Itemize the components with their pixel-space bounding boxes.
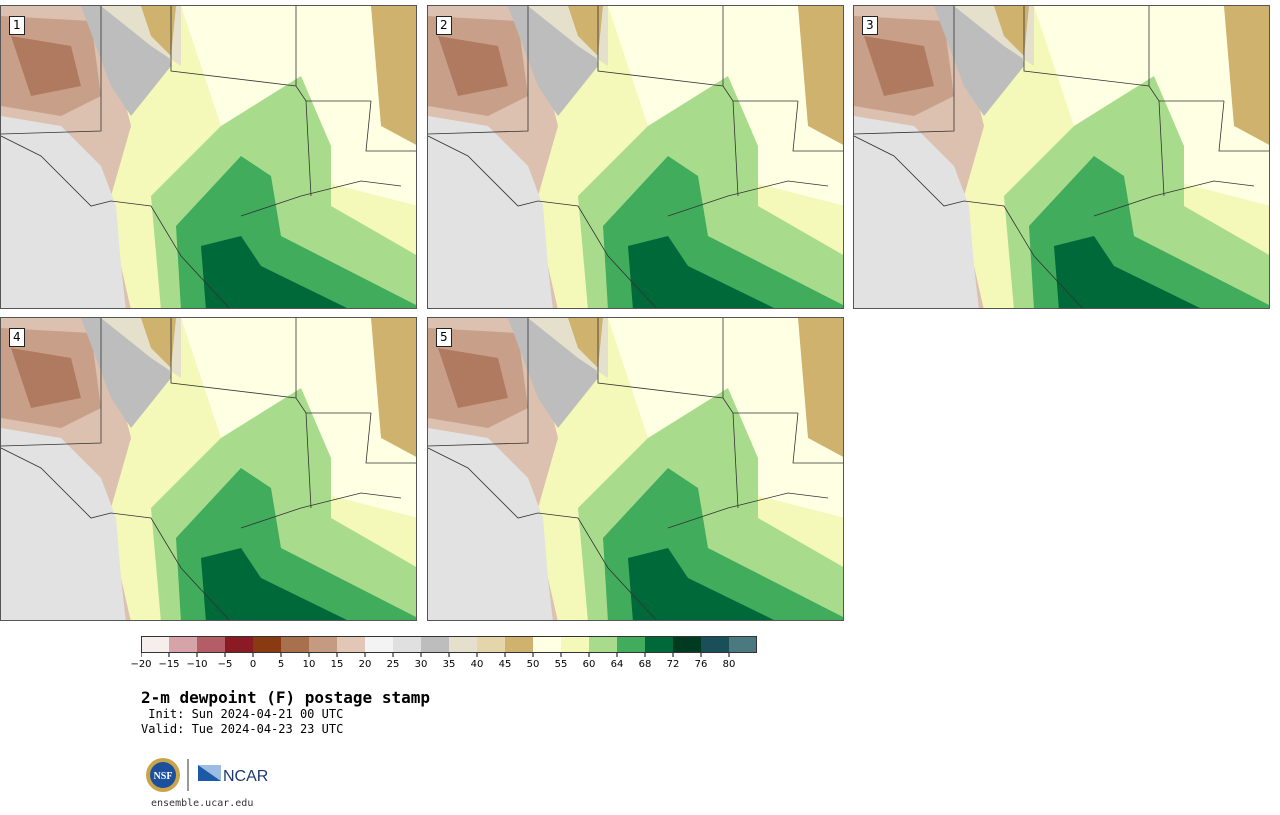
dewpoint-colorbar [141, 636, 757, 657]
dewpoint-map [854, 6, 1269, 308]
colorbar-swatch [477, 636, 505, 653]
colorbar-tick-label: 64 [610, 659, 624, 670]
nsf-ncar-logo: NSF NCAR [146, 758, 268, 792]
colorbar-swatch [589, 636, 617, 653]
colorbar-swatch [337, 636, 365, 653]
colorbar-swatch [141, 636, 169, 653]
logos: NSF NCAR [145, 757, 275, 793]
colorbar-swatch [645, 636, 673, 653]
colorbar-swatch [561, 636, 589, 653]
colorbar-tick-label: 25 [386, 659, 400, 670]
colorbar-tick-label: 68 [638, 659, 652, 670]
forecast-panel-1: 1 [0, 5, 417, 309]
panel-number-label: 4 [9, 328, 25, 347]
colorbar-tick-label: −15 [158, 659, 180, 670]
forecast-panel-2: 2 [427, 5, 844, 309]
colorbar-swatch [533, 636, 561, 653]
valid-time: Valid: Tue 2024-04-23 23 UTC [141, 722, 344, 736]
colorbar-swatch [505, 636, 533, 653]
colorbar-tick-label: −20 [130, 659, 152, 670]
colorbar-swatch [253, 636, 281, 653]
colorbar-tick-label: 40 [470, 659, 484, 670]
dewpoint-map [1, 6, 416, 308]
colorbar-tick-label: 72 [666, 659, 680, 670]
init-time: Init: Sun 2024-04-21 00 UTC [141, 707, 344, 721]
chart-title: 2-m dewpoint (F) postage stamp [141, 688, 430, 707]
colorbar-swatch [449, 636, 477, 653]
colorbar-tick-label: 30 [414, 659, 428, 670]
colorbar-tick-label: 5 [277, 659, 285, 670]
forecast-panel-5: 5 [427, 317, 844, 621]
ncar-logo: NCAR [198, 765, 268, 785]
nsf-logo: NSF [146, 758, 180, 792]
colorbar-tick-label: 15 [330, 659, 344, 670]
colorbar-swatch [729, 636, 757, 653]
colorbar-swatch [309, 636, 337, 653]
panel-number-label: 1 [9, 16, 25, 35]
dewpoint-map [428, 6, 843, 308]
colorbar-swatch [169, 636, 197, 653]
dewpoint-map [1, 318, 416, 620]
ncar-logo-text: NCAR [223, 768, 268, 785]
colorbar-tick-label: −5 [217, 659, 233, 670]
colorbar-swatch [421, 636, 449, 653]
forecast-panel-3: 3 [853, 5, 1270, 309]
colorbar-tick-label: 60 [582, 659, 596, 670]
colorbar-tick-label: 50 [526, 659, 540, 670]
forecast-panel-4: 4 [0, 317, 417, 621]
colorbar-swatch [281, 636, 309, 653]
colorbar-swatch [197, 636, 225, 653]
footer-url: ensemble.ucar.edu [151, 798, 254, 809]
colorbar-swatch [365, 636, 393, 653]
colorbar-swatch [617, 636, 645, 653]
colorbar-tick-label: 45 [498, 659, 512, 670]
colorbar-tick-label: 55 [554, 659, 568, 670]
panel-number-label: 2 [436, 16, 452, 35]
colorbar-tick-label: 76 [694, 659, 708, 670]
colorbar-tick-label: 0 [249, 659, 257, 670]
nsf-logo-text: NSF [154, 771, 173, 782]
colorbar-swatch [393, 636, 421, 653]
colorbar-tick-label: 80 [722, 659, 736, 670]
colorbar-swatch [225, 636, 253, 653]
panel-number-label: 3 [862, 16, 878, 35]
colorbar-tick-label: 20 [358, 659, 372, 670]
colorbar-tick-label: 10 [302, 659, 316, 670]
panel-number-label: 5 [436, 328, 452, 347]
dewpoint-map [428, 318, 843, 620]
colorbar-tick-label: −10 [186, 659, 208, 670]
colorbar-tick-label: 35 [442, 659, 456, 670]
colorbar-swatch [673, 636, 701, 653]
colorbar-swatch [701, 636, 729, 653]
